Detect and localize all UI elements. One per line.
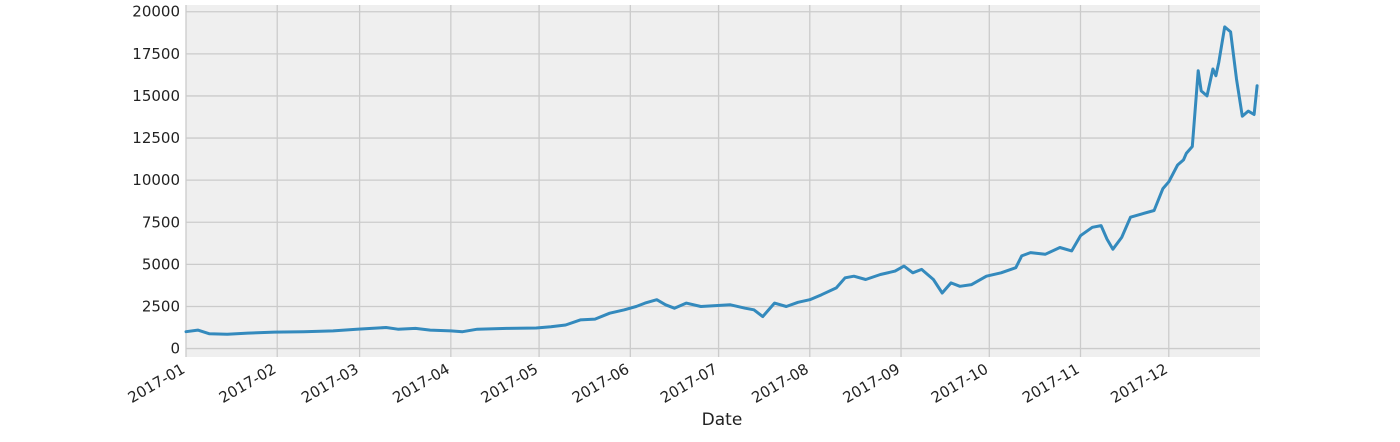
y-tick-label: 17500	[132, 45, 180, 63]
y-tick-label: 2500	[142, 297, 180, 315]
y-tick-label: 20000	[132, 3, 180, 21]
x-tick-label: 2017-07	[657, 360, 720, 407]
y-axis-ticks: 0 2500 5000 7500 10000 12500 15000 17500 20000	[132, 3, 180, 358]
x-tick-label: 2017-12	[1107, 360, 1170, 407]
x-tick-label: 2017-11	[1019, 360, 1082, 407]
y-tick-label: 0	[170, 340, 180, 358]
y-tick-label: 10000	[132, 171, 180, 189]
y-tick-label: 7500	[142, 213, 180, 231]
y-tick-label: 5000	[142, 255, 180, 273]
series-group	[184, 25, 1259, 336]
grid-lines	[185, 5, 1260, 357]
x-tick-label: 2017-04	[390, 360, 453, 407]
x-tick-label: 2017-06	[569, 360, 632, 407]
x-tick-label: 2017-09	[840, 360, 903, 407]
x-tick-label: 2017-02	[216, 360, 279, 407]
y-tick-label: 15000	[132, 87, 180, 105]
series-line	[184, 25, 1259, 336]
x-tick-label: 2017-01	[125, 360, 188, 407]
x-tick-label: 2017-10	[928, 360, 991, 407]
x-tick-label: 2017-05	[478, 360, 541, 407]
x-axis-title: Date	[702, 410, 743, 430]
y-tick-label: 12500	[132, 129, 180, 147]
x-axis-ticks: 2017-01 2017-02 2017-03 2017-04 2017-05 2017-…	[125, 360, 1171, 407]
x-tick-label: 2017-03	[298, 360, 361, 407]
x-tick-label: 2017-08	[749, 360, 812, 407]
